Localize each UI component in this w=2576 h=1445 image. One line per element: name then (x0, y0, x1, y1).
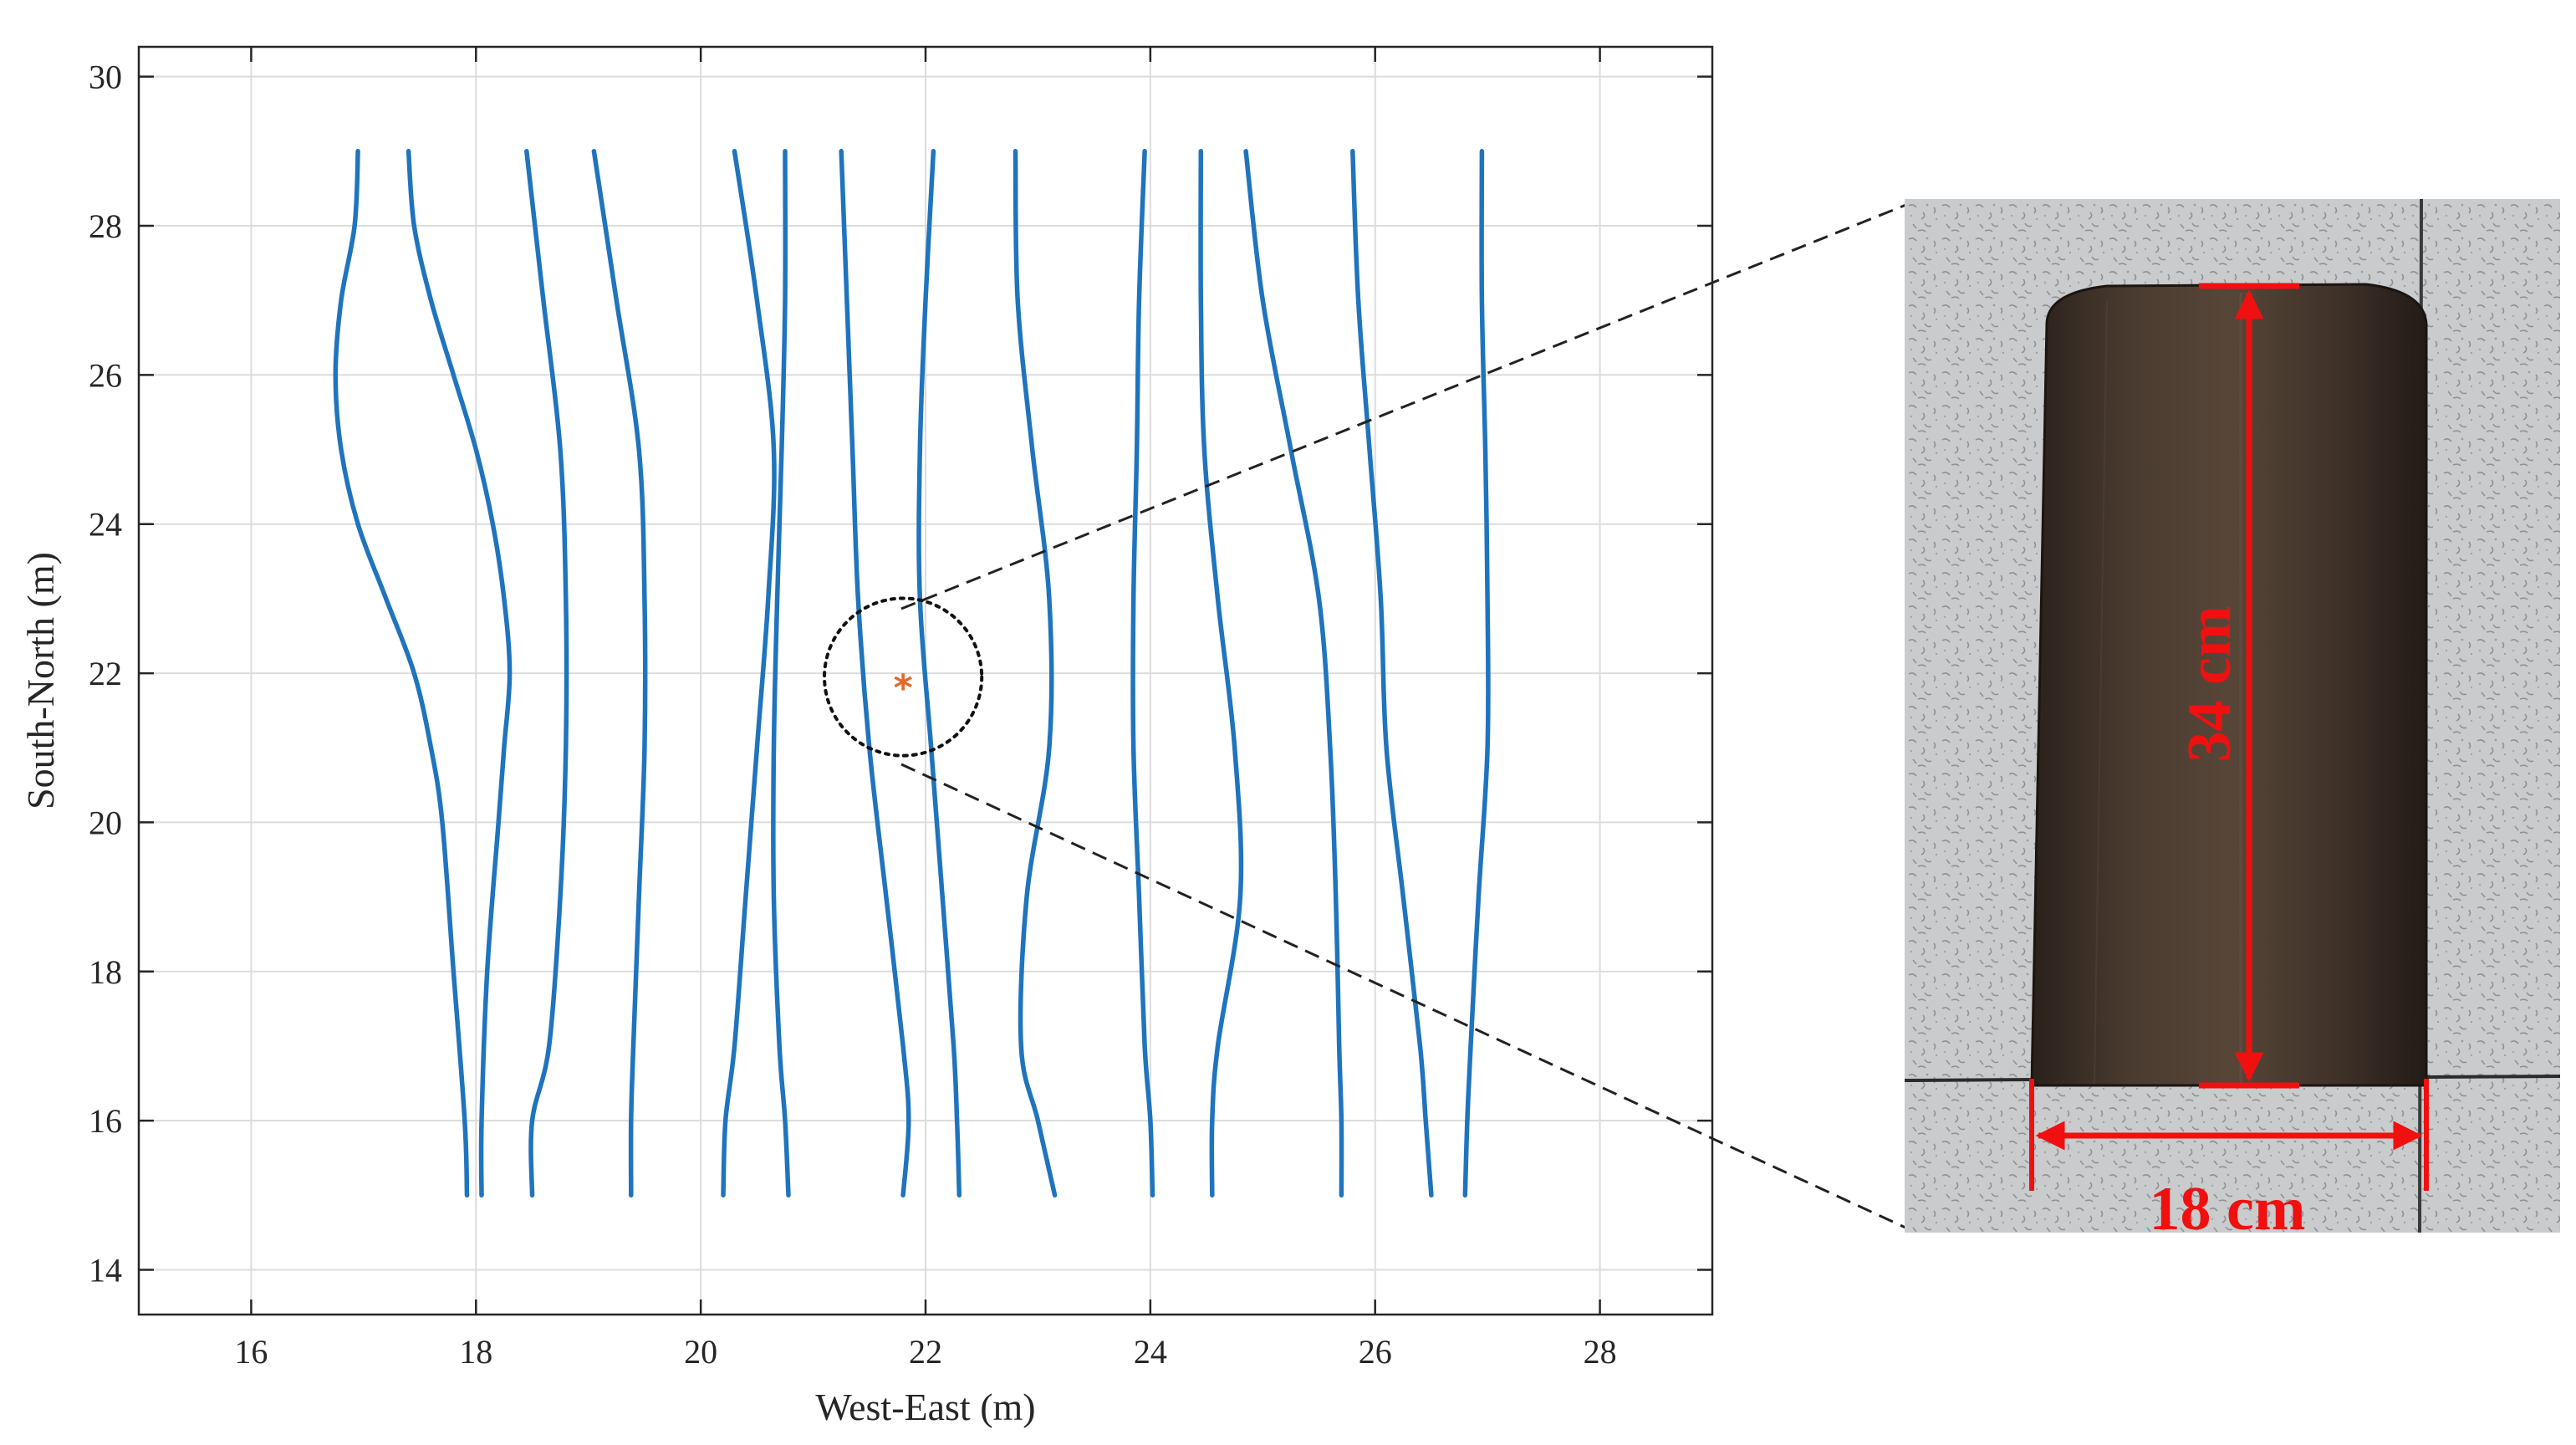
survey-track-14 (1462, 149, 1491, 1198)
pipe-sample (2030, 283, 2428, 1087)
survey-track-2 (406, 149, 513, 1198)
target-marker: * (894, 667, 913, 710)
zoom-line-top (900, 199, 1917, 610)
x-tick-label: 22 (909, 1333, 942, 1371)
highlight-circle (823, 596, 984, 758)
x-tick-label: 26 (1359, 1333, 1392, 1371)
y-tick-label: 16 (89, 1102, 122, 1140)
width-label: 18 cm (2150, 1175, 2306, 1243)
survey-tracks (333, 149, 1491, 1198)
x-axis-ticks: 16 18 20 22 24 26 28 (234, 47, 1617, 1371)
y-tick-label: 26 (89, 356, 122, 394)
x-tick-label: 28 (1584, 1333, 1617, 1371)
y-tick-label: 24 (89, 506, 122, 544)
y-tick-label: 22 (89, 655, 122, 692)
pipe-photo (1905, 199, 2560, 1233)
survey-track-10 (1130, 149, 1155, 1198)
survey-track-12 (1243, 149, 1344, 1198)
dimension-annotations: 34 cm 18 cm (2029, 283, 2429, 1243)
survey-track-9 (1013, 149, 1058, 1198)
x-tick-label: 20 (684, 1333, 717, 1371)
grid (139, 47, 1712, 1315)
x-tick-label: 18 (459, 1333, 492, 1371)
y-axis-label: South-North (m) (19, 552, 62, 809)
x-tick-label: 24 (1134, 1333, 1167, 1371)
survey-track-7 (839, 149, 911, 1198)
survey-track-6 (771, 149, 791, 1198)
survey-track-13 (1350, 149, 1434, 1198)
survey-track-11 (1198, 149, 1244, 1198)
y-axis-ticks: 14 16 18 20 22 24 26 28 30 (89, 59, 1712, 1289)
survey-track-1 (333, 149, 470, 1198)
y-tick-label: 28 (89, 207, 122, 245)
y-tick-label: 20 (89, 804, 122, 841)
x-axis-label: West-East (m) (815, 1386, 1035, 1428)
y-tick-label: 30 (89, 59, 122, 96)
y-tick-label: 18 (89, 953, 122, 991)
height-label: 34 cm (2176, 606, 2244, 763)
survey-track-4 (591, 149, 648, 1198)
survey-track-3 (524, 149, 569, 1198)
survey-track-8 (916, 149, 962, 1198)
survey-track-5 (721, 149, 777, 1198)
x-tick-label: 16 (234, 1333, 268, 1371)
y-tick-label: 14 (89, 1251, 122, 1289)
trajectory-plot: * 16 18 20 22 24 26 28 14 16 18 20 22 24 26 28 30 West… (19, 45, 1714, 1428)
